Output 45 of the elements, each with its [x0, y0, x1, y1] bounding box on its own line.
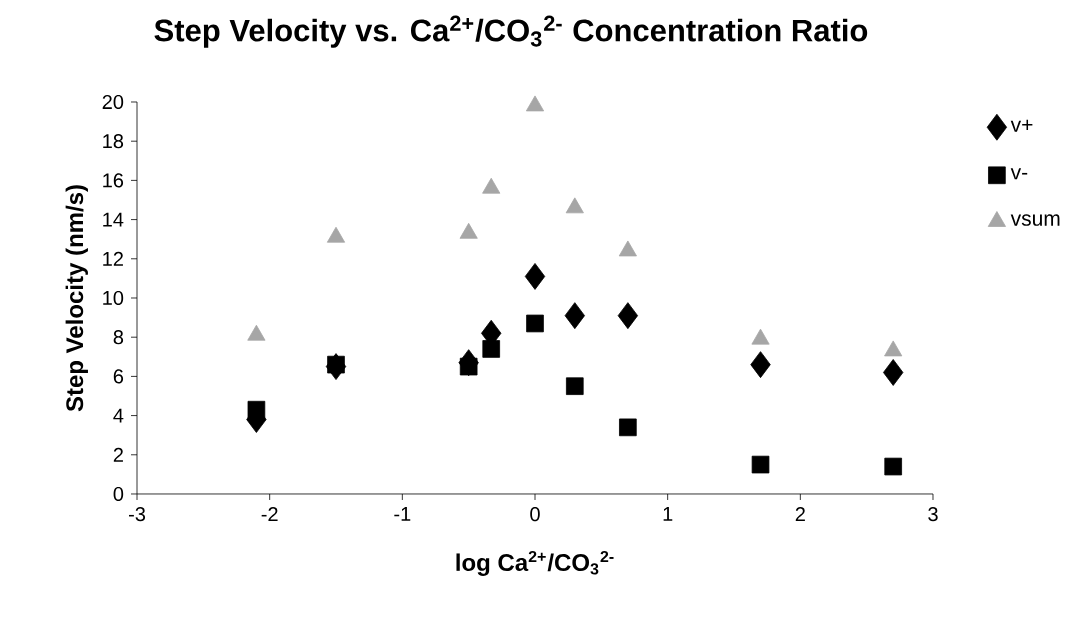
point [526, 314, 544, 333]
point [482, 177, 501, 194]
x-tick-label: -3 [128, 507, 146, 522]
y-tick-label: 2 [113, 447, 123, 462]
point [524, 263, 546, 290]
x-tick-label: 0 [530, 507, 540, 522]
y-tick-label: 10 [103, 290, 124, 306]
y-tick-label: 4 [113, 408, 124, 423]
legend-label: v+ [1010, 119, 1033, 132]
x-axis-title: log Ca$^{2+}$/CO$_{3}$2- [456, 550, 614, 576]
point [327, 355, 345, 374]
point [482, 340, 501, 358]
y-tick-label: 14 [103, 212, 124, 227]
x-tick-label: -2 [261, 507, 278, 522]
point [565, 197, 584, 214]
x-tick-label: 2 [795, 507, 805, 522]
point [326, 226, 346, 243]
point [459, 222, 478, 239]
point [884, 457, 902, 476]
point [247, 400, 266, 419]
point [619, 418, 637, 437]
point [750, 351, 771, 379]
x-tick-label: 1 [663, 507, 673, 521]
y-tick-label: 6 [113, 369, 124, 384]
point [617, 302, 639, 330]
point [564, 302, 585, 330]
y-axis-title: Step Velocity (nm/s) [65, 185, 88, 412]
y-tick-label: 0 [113, 486, 124, 502]
point [618, 240, 637, 257]
point [459, 357, 478, 376]
y-tick-label: 12 [103, 251, 123, 266]
point [751, 455, 770, 474]
y-tick-label: 8 [113, 330, 124, 345]
chart-title: Step Velocity vs. Ca$^{2+}$/CO$_{3}$$^{2-}$ Concentration Ratio [154, 15, 868, 48]
point [525, 95, 545, 112]
legend-label: vsum [1010, 214, 1060, 226]
y-tick-label: 18 [103, 134, 124, 149]
x-tick-label: -1 [394, 507, 411, 521]
y-tick-label: 16 [103, 173, 124, 188]
x-tick-label: 3 [928, 507, 938, 522]
point [566, 377, 584, 395]
y-tick-label: 20 [102, 94, 124, 110]
point [884, 340, 903, 357]
legend-label: v- [1010, 168, 1028, 180]
point [883, 359, 904, 386]
